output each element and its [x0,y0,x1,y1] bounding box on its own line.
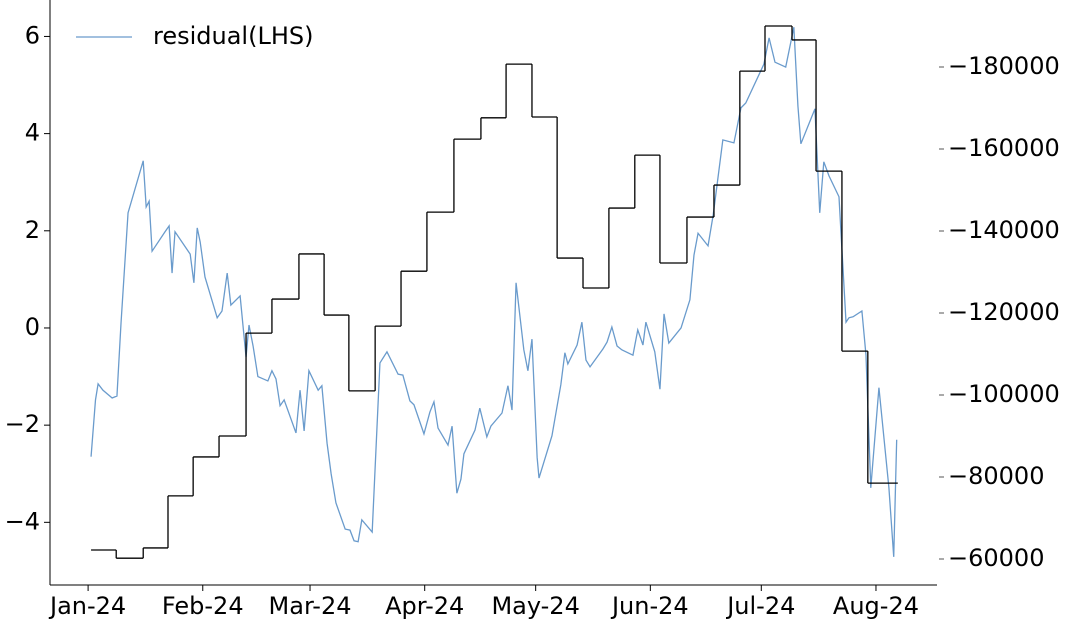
y-tick-label: −4 [5,507,40,535]
y2-tick-label: −120000 [948,298,1060,326]
y-tick-label: 2 [25,216,40,244]
y2-tick-label: −140000 [948,216,1060,244]
x-tick-label: Apr-24 [385,592,464,620]
data-line [90,27,898,557]
y2-tick-label: −180000 [948,52,1060,80]
x-tick-label: Feb-24 [162,592,244,620]
x-tick-label: Jun-24 [610,592,689,620]
x-tick-label: Aug-24 [833,592,919,620]
y2-tick-label: −60000 [948,544,1044,572]
y-tick-label: 6 [25,21,40,49]
y-tick-label: −2 [5,410,40,438]
x-tick-label: Jul-24 [725,592,795,620]
y2-tick-label: −100000 [948,380,1060,408]
y-tick-label: 0 [25,313,40,341]
y2-tick-label: −80000 [948,462,1044,490]
x-tick-label: Mar-24 [269,592,352,620]
x-tick-label: Jan-24 [48,592,126,620]
y-tick-label: 4 [25,119,40,147]
y2-tick-label: −160000 [948,134,1060,162]
legend-label: residual(LHS) [153,22,313,50]
x-tick-label: May-24 [491,592,579,620]
